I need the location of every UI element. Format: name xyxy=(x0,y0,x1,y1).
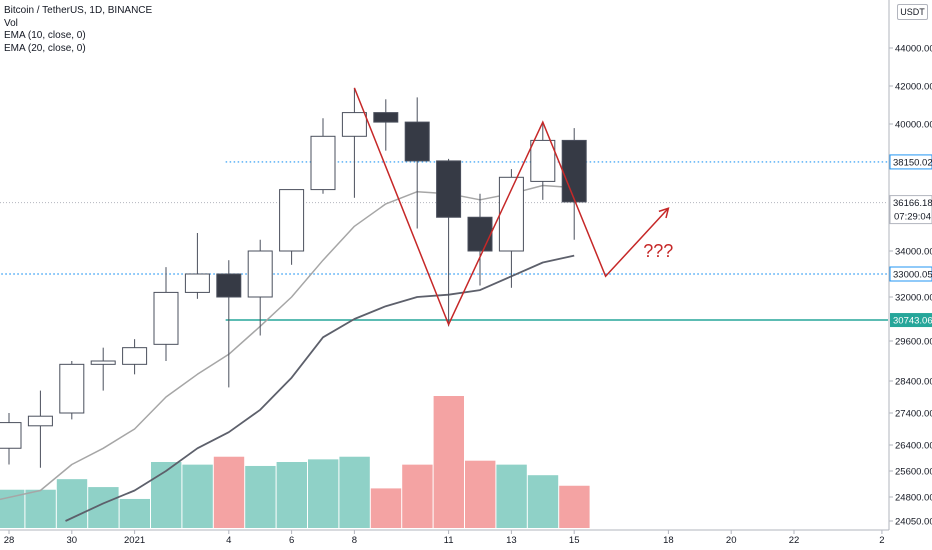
candle-body-7 xyxy=(216,273,242,298)
legend-ema10: EMA (10, close, 0) xyxy=(4,30,86,41)
candle-body-6 xyxy=(184,273,210,293)
volume-bar-15 xyxy=(465,460,496,528)
x-tick-label-9: 18 xyxy=(663,535,674,546)
x-tick-label-1: 30 xyxy=(67,535,78,546)
volume-bar-6 xyxy=(182,464,213,528)
volume-bar-8 xyxy=(245,465,276,528)
y-tick-label-11: 40000.00 xyxy=(895,120,932,131)
y-tick-label-0: 24050.00 xyxy=(895,517,932,528)
candle-body-12 xyxy=(373,112,399,123)
y-tick-label-7: 32000.00 xyxy=(895,293,932,304)
volume-bar-17 xyxy=(527,475,559,528)
volume-bar-10 xyxy=(308,459,339,528)
candle-body-5 xyxy=(153,291,179,345)
line-price-label-1: 33000.05 xyxy=(893,270,932,281)
chart-legend: Bitcoin / TetherUS, 1D, BINANCE Vol EMA … xyxy=(4,5,152,55)
legend-ema20: EMA (20, close, 0) xyxy=(4,42,86,54)
x-tick-label-8: 15 xyxy=(569,535,580,546)
candle-body-0 xyxy=(0,422,22,449)
volume-bar-11 xyxy=(339,456,370,528)
x-tick-label-10: 20 xyxy=(726,535,737,546)
volume-bar-18 xyxy=(559,485,590,528)
candle-body-17 xyxy=(530,139,556,182)
candle-body-1 xyxy=(27,415,53,427)
candle-body-15 xyxy=(467,216,493,252)
volume-bar-16 xyxy=(496,464,527,528)
y-tick-label-8: 34000.00 xyxy=(895,247,932,258)
line-price-tag-0 xyxy=(889,154,932,170)
candle-body-13 xyxy=(404,121,430,162)
y-tick-label-12: 42000.00 xyxy=(895,82,932,93)
ema20-line xyxy=(65,254,575,522)
x-tick-label-11: 22 xyxy=(789,535,800,546)
candle-body-2 xyxy=(59,363,85,414)
candle-body-10 xyxy=(310,135,336,191)
currency-badge[interactable]: USDT xyxy=(897,4,928,20)
y-tick-label-13: 44000.00 xyxy=(895,44,932,55)
x-tick-label-7: 13 xyxy=(506,535,517,546)
candle-body-11 xyxy=(341,112,367,137)
legend-vol: Vol xyxy=(4,17,18,29)
candle-body-9 xyxy=(279,189,305,252)
line-price-label-2: 30743.06 xyxy=(893,316,932,327)
candle-body-14 xyxy=(436,160,462,218)
x-tick-label-6: 11 xyxy=(444,535,454,546)
volume-bar-14 xyxy=(433,396,464,528)
y-tick-label-3: 26400.00 xyxy=(895,441,932,452)
line-price-tag-1 xyxy=(889,266,932,282)
candle-body-8 xyxy=(247,250,273,298)
line-price-tag-2 xyxy=(890,313,932,328)
y-tick-label-2: 25600.00 xyxy=(895,467,932,478)
y-tick-label-6: 29600.00 xyxy=(895,337,932,348)
x-tick-label-4: 6 xyxy=(289,535,294,546)
candle-body-4 xyxy=(122,347,148,365)
annotation-question-marks: ??? xyxy=(643,241,673,261)
volume-bar-1 xyxy=(25,489,56,528)
volume-bar-2 xyxy=(56,479,88,528)
volume-bar-9 xyxy=(276,462,307,528)
annotation-arrowhead xyxy=(658,207,670,219)
y-tick-label-5: 28400.00 xyxy=(895,377,932,388)
volume-bar-4 xyxy=(119,498,150,528)
x-tick-label-0: 28 xyxy=(4,535,15,546)
x-tick-label-5: 8 xyxy=(352,535,357,546)
line-price-label-0: 38150.02 xyxy=(893,157,932,168)
y-tick-label-1: 24800.00 xyxy=(895,493,932,504)
candle-body-3 xyxy=(90,360,116,365)
candle-body-18 xyxy=(561,139,587,203)
volume-bar-5 xyxy=(151,462,182,528)
volume-bar-13 xyxy=(402,464,433,528)
x-tick-label-12: 2 xyxy=(879,535,884,546)
volume-bar-12 xyxy=(370,488,402,528)
volume-bar-7 xyxy=(213,456,245,528)
x-tick-label-2: 2021 xyxy=(124,535,145,546)
last-price-tag xyxy=(889,195,932,225)
x-tick-label-3: 4 xyxy=(226,535,231,546)
y-tick-label-4: 27400.00 xyxy=(895,409,932,420)
symbol-title: Bitcoin / TetherUS, 1D, BINANCE xyxy=(4,5,153,16)
annotation-path xyxy=(353,87,669,327)
last-price-label: 36166.18 xyxy=(893,198,932,209)
countdown-label: 07:29:04 xyxy=(894,212,931,223)
